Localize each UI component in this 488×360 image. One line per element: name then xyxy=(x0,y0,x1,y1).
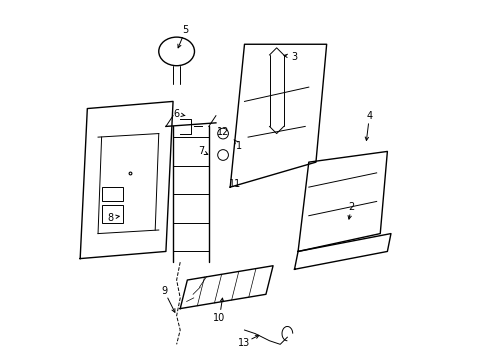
Text: 5: 5 xyxy=(182,25,188,35)
Text: 3: 3 xyxy=(291,52,297,62)
Bar xyxy=(102,187,123,202)
Text: 7: 7 xyxy=(198,147,204,157)
Text: 8: 8 xyxy=(107,212,113,222)
Text: 6: 6 xyxy=(173,109,179,119)
Text: 2: 2 xyxy=(348,202,354,212)
Text: 1: 1 xyxy=(236,141,242,151)
Text: 9: 9 xyxy=(161,286,167,296)
Text: 4: 4 xyxy=(366,111,372,121)
Text: 10: 10 xyxy=(213,312,225,323)
Text: 12: 12 xyxy=(217,127,229,137)
Text: 13: 13 xyxy=(238,338,250,347)
Text: 11: 11 xyxy=(229,179,241,189)
Bar xyxy=(102,205,123,223)
